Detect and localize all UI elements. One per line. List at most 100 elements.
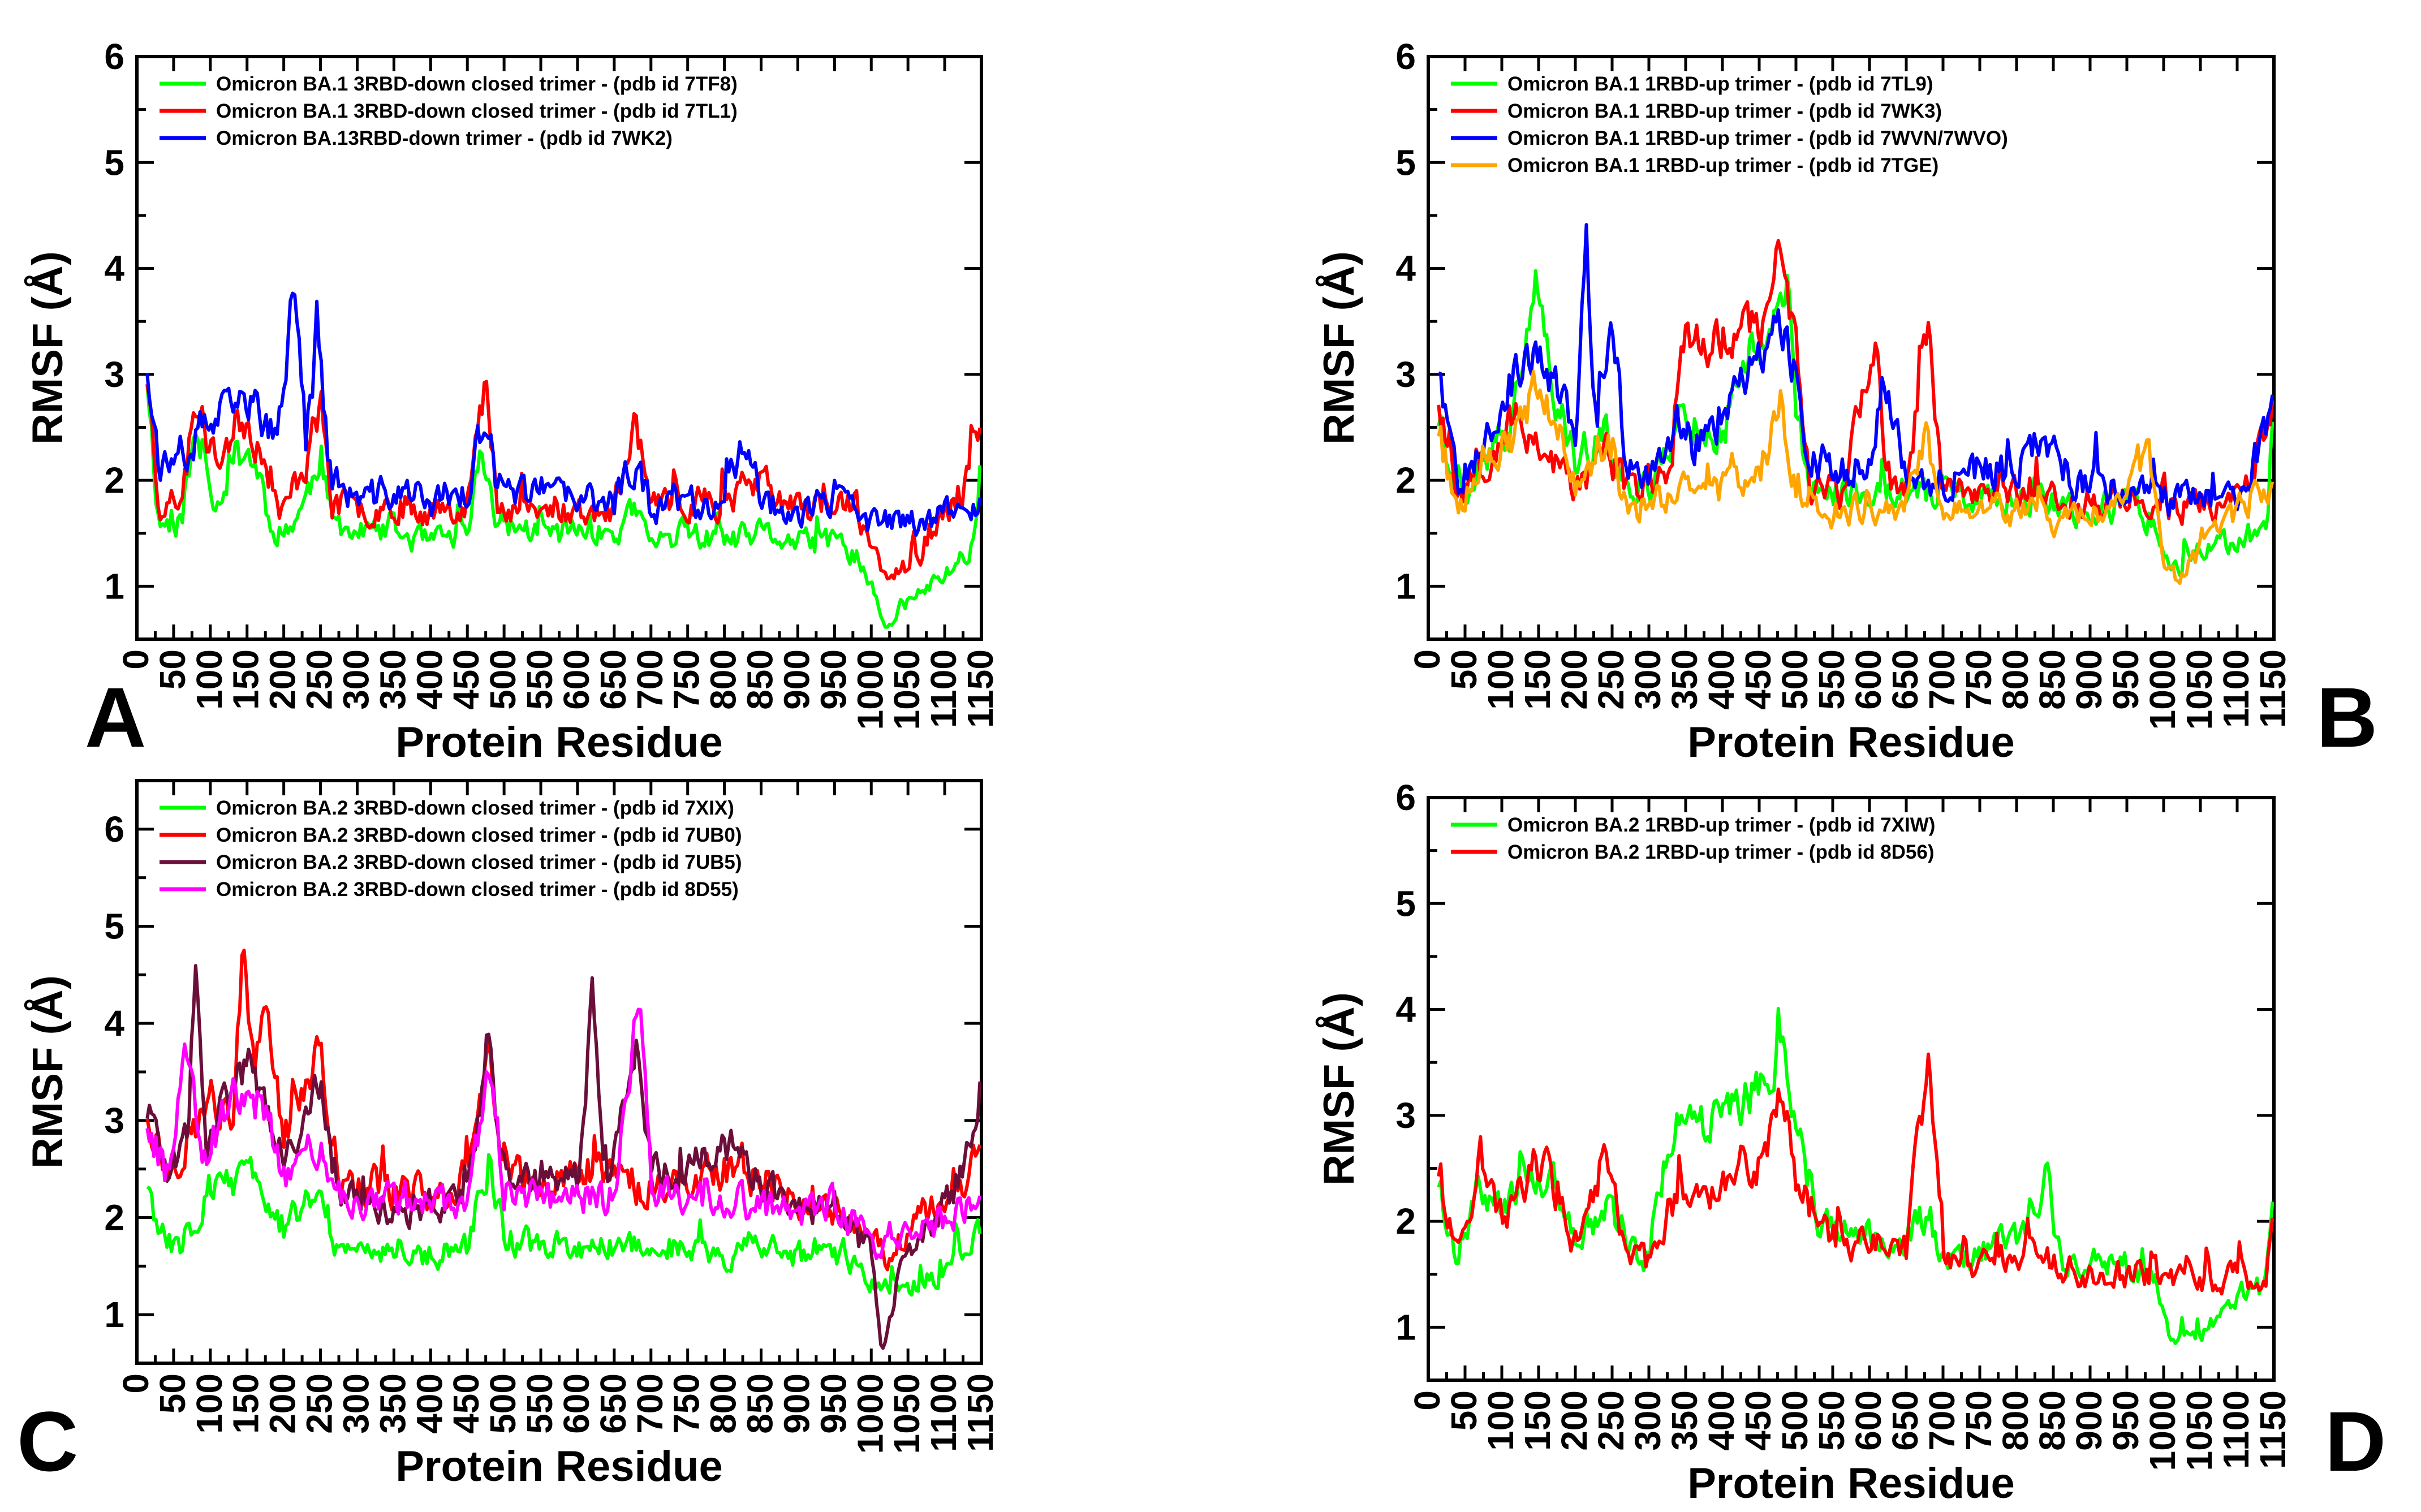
x-tick-label: 450 bbox=[1738, 1390, 1778, 1451]
x-tick-label: 250 bbox=[1591, 1390, 1631, 1451]
legend-label-3: Omicron BA.1 1RBD-up trimer - (pdb id 7W… bbox=[1507, 127, 2008, 149]
x-tick-label: 550 bbox=[519, 649, 560, 710]
x-tick-label: 1000 bbox=[2142, 1390, 2183, 1471]
x-tick-label: 50 bbox=[1444, 649, 1484, 690]
y-tick-label: 1 bbox=[1395, 566, 1416, 606]
series-line-2 bbox=[145, 380, 981, 581]
series-group bbox=[1437, 1006, 2274, 1345]
panel-d: 0501001502002503003504004505005506006507… bbox=[1315, 777, 2386, 1507]
panel-letter: B bbox=[2316, 670, 2377, 765]
x-tick-label: 0 bbox=[115, 649, 156, 670]
y-axis-title: RMSF (Å) bbox=[1315, 251, 1363, 445]
x-tick-label: 1050 bbox=[2179, 1390, 2220, 1471]
series-line-1 bbox=[1437, 269, 2274, 577]
x-tick-label: 750 bbox=[666, 649, 707, 710]
x-tick-label: 850 bbox=[740, 1373, 781, 1434]
legend-label-2: Omicron BA.2 1RBD-up trimer - (pdb id 8D… bbox=[1507, 841, 1935, 863]
x-tick-label: 600 bbox=[1848, 1390, 1889, 1451]
legend-label-4: Omicron BA.1 1RBD-up trimer - (pdb id 7T… bbox=[1507, 154, 1938, 176]
series-line-4 bbox=[145, 1007, 981, 1260]
x-tick-label: 50 bbox=[152, 1373, 193, 1414]
y-tick-label: 3 bbox=[104, 354, 124, 395]
x-tick-label: 250 bbox=[1591, 649, 1631, 710]
plot-frame bbox=[1427, 796, 2276, 1382]
series-line-1 bbox=[1437, 1006, 2274, 1345]
x-tick-label: 650 bbox=[1885, 1390, 1925, 1451]
x-tick-label: 650 bbox=[593, 649, 634, 710]
x-tick-label: 950 bbox=[813, 649, 854, 710]
x-axis-title: Protein Residue bbox=[395, 1442, 723, 1491]
legend-label-2: Omicron BA.1 3RBD-down closed trimer - (… bbox=[216, 100, 738, 122]
panel-letter: D bbox=[2325, 1394, 2386, 1489]
legend-label-3: Omicron BA.2 3RBD-down closed trimer - (… bbox=[216, 851, 742, 873]
x-tick-label: 450 bbox=[446, 649, 486, 710]
legend-label-1: Omicron BA.2 1RBD-up trimer - (pdb id 7X… bbox=[1507, 814, 1935, 836]
x-tick-label: 850 bbox=[2032, 1390, 2073, 1451]
x-tick-label: 900 bbox=[776, 649, 817, 710]
y-tick-label: 5 bbox=[104, 142, 124, 183]
y-tick-label: 5 bbox=[1395, 883, 1416, 924]
x-tick-label: 150 bbox=[226, 1373, 266, 1434]
x-axis-title: Protein Residue bbox=[1687, 1459, 2015, 1507]
y-tick-label: 6 bbox=[1395, 36, 1416, 77]
x-tick-label: 1000 bbox=[850, 649, 890, 730]
y-tick-label: 2 bbox=[104, 460, 124, 501]
panel-letter: C bbox=[17, 1394, 78, 1489]
x-tick-label: 50 bbox=[152, 649, 193, 690]
y-tick-label: 1 bbox=[104, 566, 124, 606]
panel-a: 0501001502002503003504004505005506006507… bbox=[24, 36, 1001, 766]
x-tick-label: 500 bbox=[483, 1373, 523, 1434]
x-tick-label: 0 bbox=[115, 1373, 156, 1394]
x-tick-label: 150 bbox=[1517, 1390, 1558, 1451]
x-tick-label: 1050 bbox=[2179, 649, 2220, 730]
x-tick-label: 350 bbox=[372, 649, 413, 710]
x-tick-label: 1150 bbox=[960, 649, 1001, 728]
x-tick-label: 350 bbox=[1664, 649, 1705, 710]
series-line-4 bbox=[1437, 369, 2274, 585]
x-tick-label: 100 bbox=[1480, 1390, 1521, 1451]
x-tick-label: 650 bbox=[1885, 649, 1925, 710]
x-tick-label: 700 bbox=[630, 1373, 670, 1434]
x-tick-label: 1100 bbox=[2216, 1390, 2256, 1469]
x-tick-label: 450 bbox=[1738, 649, 1778, 710]
x-tick-label: 0 bbox=[1407, 649, 1448, 670]
x-tick-label: 200 bbox=[1554, 1390, 1595, 1451]
x-tick-label: 600 bbox=[556, 649, 597, 710]
y-tick-label: 2 bbox=[1395, 1201, 1416, 1242]
x-tick-label: 700 bbox=[1922, 1390, 1962, 1451]
x-tick-label: 1000 bbox=[850, 1373, 890, 1454]
x-tick-label: 1100 bbox=[2216, 649, 2256, 728]
x-tick-label: 950 bbox=[2105, 649, 2146, 710]
x-tick-label: 600 bbox=[556, 1373, 597, 1434]
series-line-3 bbox=[145, 291, 981, 537]
x-tick-label: 300 bbox=[1627, 1390, 1668, 1451]
x-tick-label: 100 bbox=[189, 649, 230, 710]
x-tick-label: 100 bbox=[1480, 649, 1521, 710]
x-tick-label: 450 bbox=[446, 1373, 486, 1434]
y-tick-label: 4 bbox=[1395, 989, 1416, 1030]
x-tick-label: 150 bbox=[226, 649, 266, 710]
x-tick-label: 200 bbox=[1554, 649, 1595, 710]
x-tick-label: 250 bbox=[299, 1373, 340, 1434]
legend-label-2: Omicron BA.1 1RBD-up trimer - (pdb id 7W… bbox=[1507, 100, 1942, 122]
x-tick-label: 800 bbox=[1995, 1390, 2036, 1451]
x-tick-label: 950 bbox=[813, 1373, 854, 1434]
x-tick-label: 950 bbox=[2105, 1390, 2146, 1451]
y-tick-label: 6 bbox=[1395, 777, 1416, 818]
x-tick-label: 400 bbox=[1701, 649, 1742, 710]
x-tick-label: 850 bbox=[2032, 649, 2073, 710]
x-tick-label: 300 bbox=[1627, 649, 1668, 710]
x-tick-label: 850 bbox=[740, 649, 781, 710]
y-tick-label: 6 bbox=[104, 36, 124, 77]
x-tick-label: 550 bbox=[519, 1373, 560, 1434]
x-tick-label: 1150 bbox=[2252, 649, 2293, 728]
x-tick-label: 1050 bbox=[886, 649, 927, 730]
series-group bbox=[145, 291, 981, 629]
x-tick-label: 400 bbox=[1701, 1390, 1742, 1451]
legend-label-1: Omicron BA.1 3RBD-down closed trimer - (… bbox=[216, 73, 738, 95]
x-tick-label: 750 bbox=[666, 1373, 707, 1434]
x-axis-title: Protein Residue bbox=[395, 718, 723, 766]
series-group bbox=[145, 949, 981, 1350]
x-tick-label: 50 bbox=[1444, 1390, 1484, 1431]
